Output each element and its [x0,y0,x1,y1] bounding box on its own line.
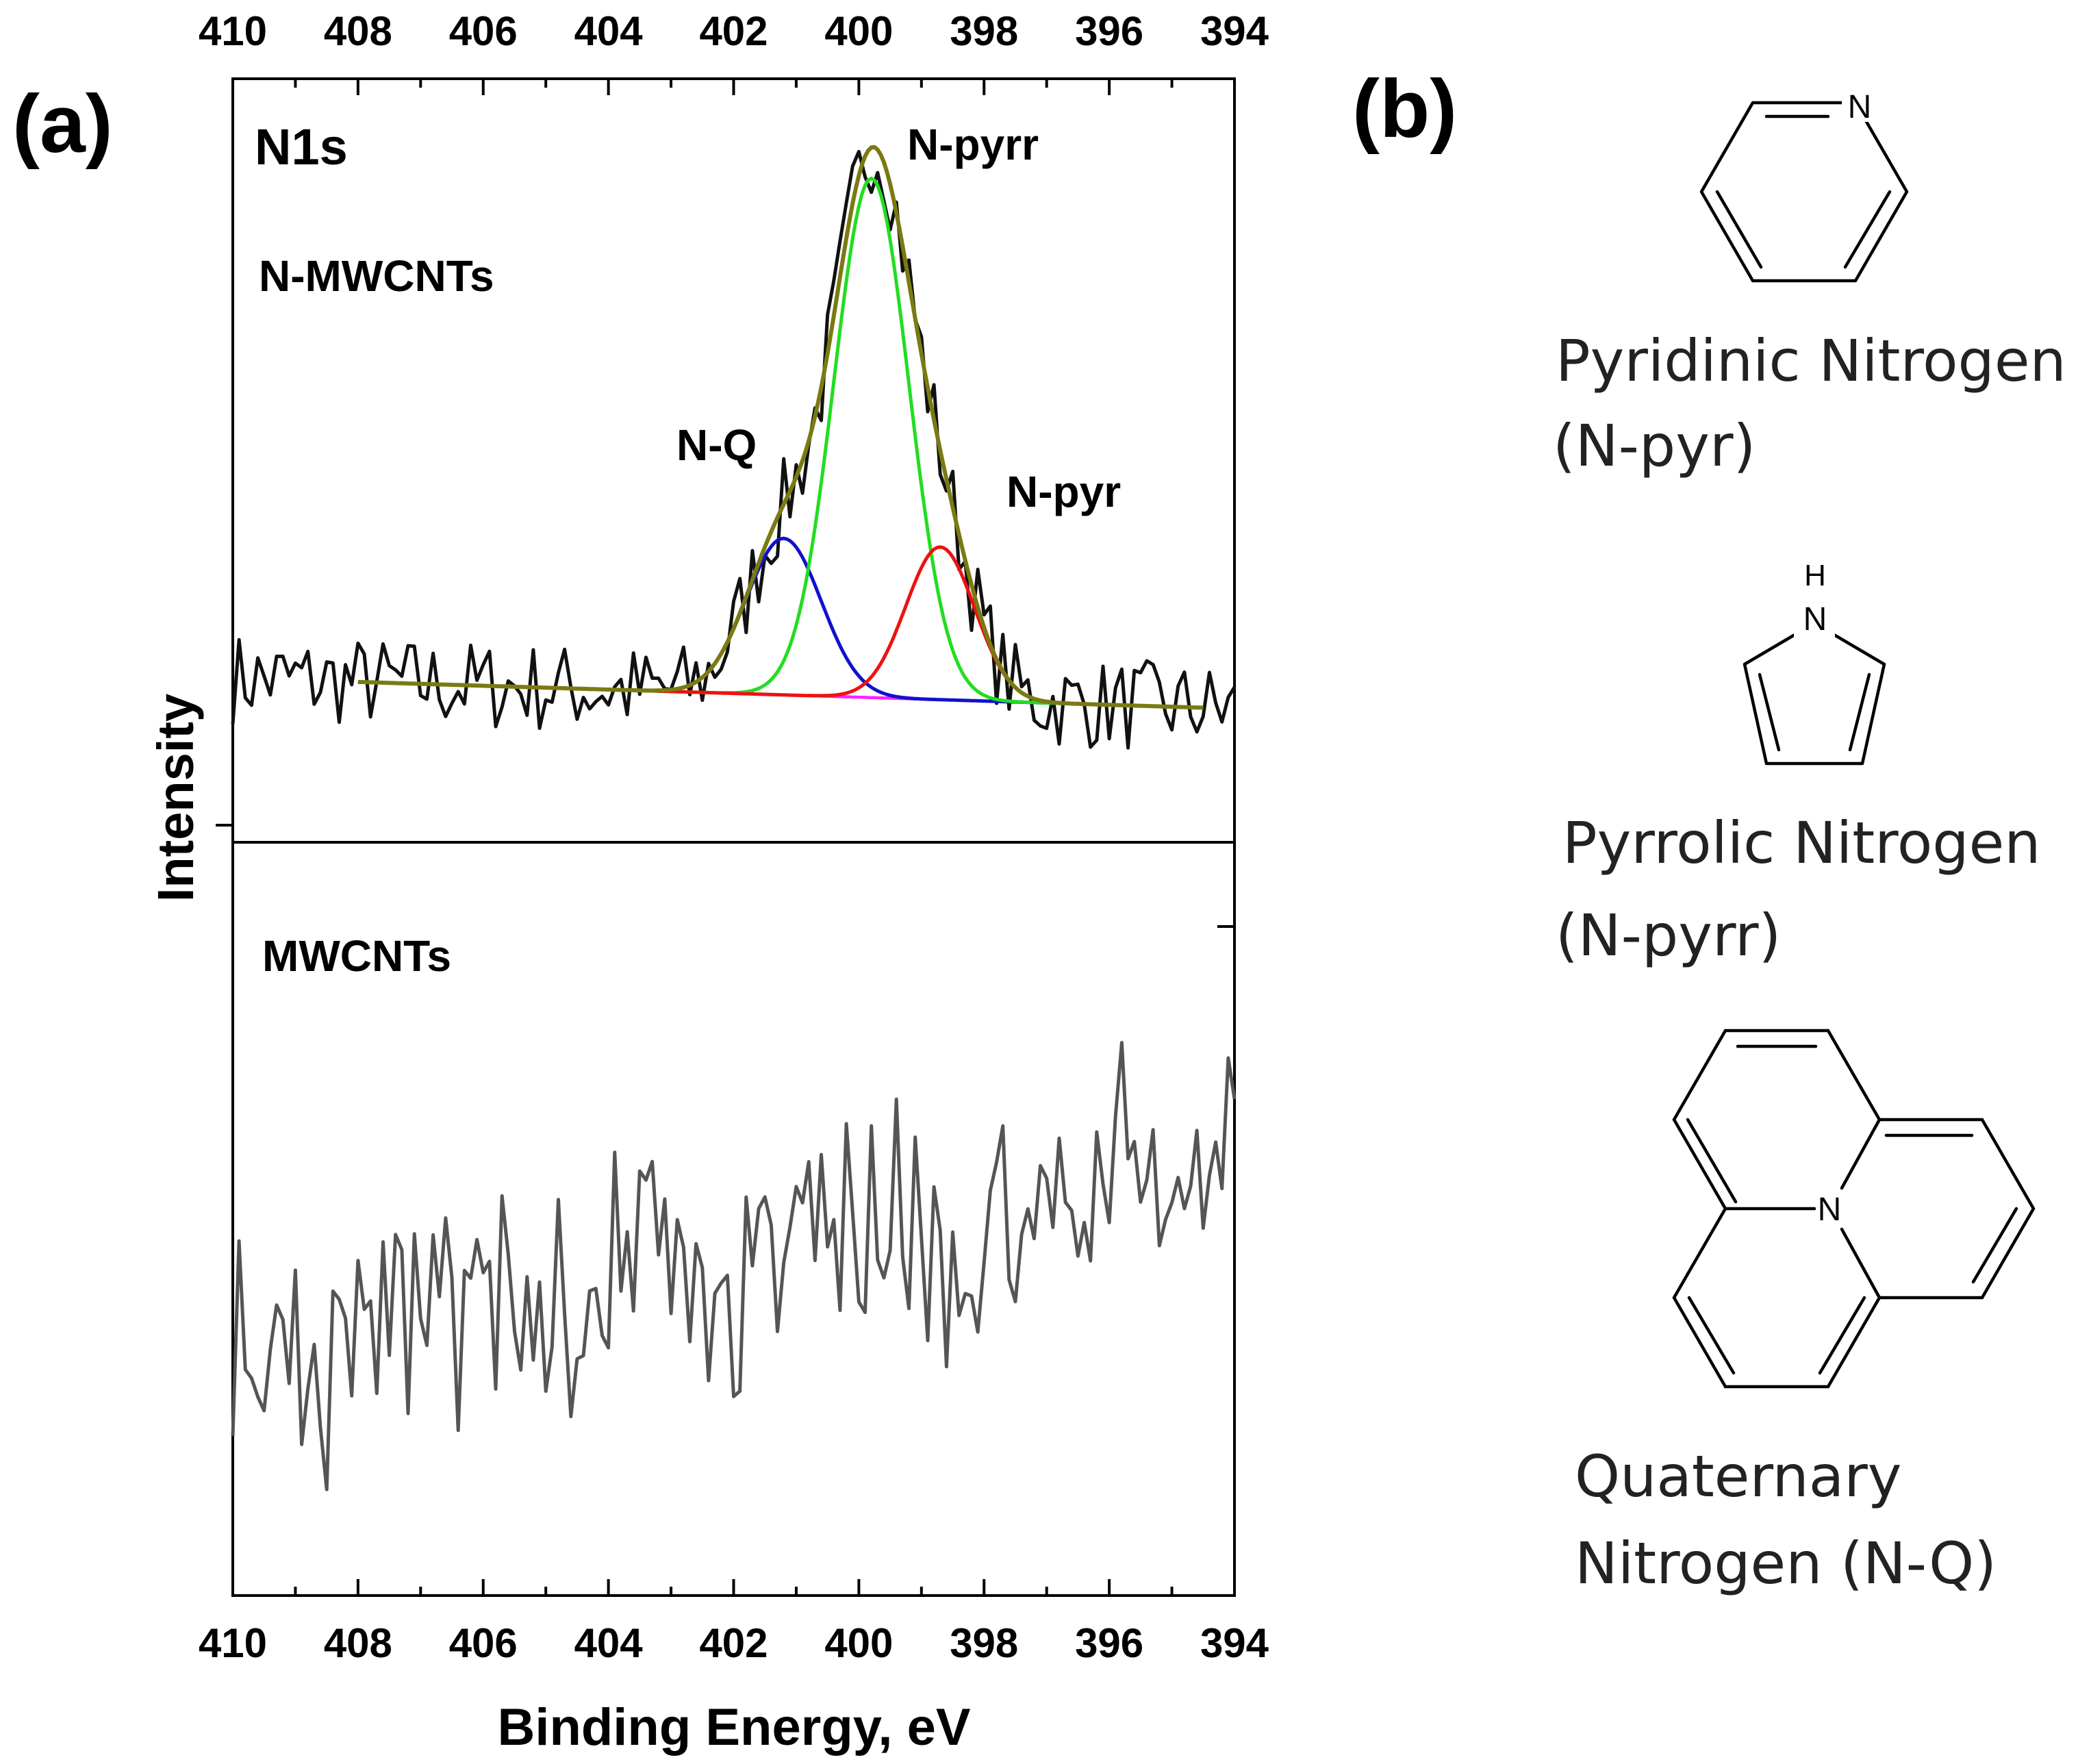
x-tick-label-top: 394 [1200,8,1269,54]
quaternary-structure: N [1672,1029,2036,1389]
component-line-n-q [357,536,1204,709]
peak-label-n-pyrr: N-pyrr [907,120,1039,169]
top-sample-label: N-MWCNTs [259,251,494,301]
chart-title: N1s [255,118,348,175]
x-tick-labels-top: 410 408 406 404 402 400 398 396 394 [199,8,1269,54]
n-mwcnts-plot [231,144,1237,750]
x-axis-label: Binding Energy, eV [497,1698,970,1756]
x-tick-label-top: 398 [950,8,1018,54]
pyrrolic-nitrogen-abbr: (N-pyrr) [1556,902,1781,969]
x-tick-label-top: 396 [1075,8,1143,54]
x-tick-label-top: 410 [199,8,267,54]
x-tick-label-top: 400 [824,8,893,54]
x-tick-labels-bottom: 410 408 406 404 402 400 398 396 394 [199,1620,1269,1666]
envelope-fit-line [357,144,1204,710]
bottom-sample-label: MWCNTs [262,931,451,981]
x-tick-label-top: 404 [574,8,644,54]
pyridinic-nitrogen-label: Pyridinic Nitrogen [1556,327,2066,394]
raw-spectrum-line [231,149,1237,750]
x-tick-label-bottom: 398 [950,1620,1018,1666]
x-tick-label-top: 402 [699,8,768,54]
pyridine-structure: N [1699,82,1909,283]
pyrrole-h-atom: H [1804,559,1826,592]
pyrrole-n-atom: N [1803,601,1827,638]
mwcnts-plot [231,1041,1237,1491]
x-tick-label-bottom: 400 [824,1620,893,1666]
y-axis-label: Intensity [147,694,204,902]
panel-a-label: (a) [12,78,113,170]
peak-label-n-q: N-Q [676,420,757,470]
x-tick-label-bottom: 410 [199,1620,267,1666]
mwcnts-spectrum-line [231,1041,1237,1491]
quaternary-label-line1: Quaternary [1575,1443,1901,1510]
x-tick-label-bottom: 404 [574,1620,644,1666]
quaternary-label-line2: Nitrogen (N-Q) [1575,1530,1997,1597]
x-tick-label-bottom: 406 [449,1620,518,1666]
peak-label-n-pyr: N-pyr [1006,467,1121,516]
xps-chart: 410 408 406 404 402 400 398 396 394 410 408 406 404… [147,8,1269,1756]
panel-b-label: (b) [1352,63,1457,155]
pyridine-n-atom: N [1848,89,1872,125]
pyrrolic-nitrogen-label: Pyrrolic Nitrogen [1562,809,2041,877]
x-ticks [231,79,1236,1596]
pyridinic-nitrogen-abbr: (N-pyr) [1553,412,1756,479]
x-tick-label-top: 406 [449,8,518,54]
x-tick-label-bottom: 402 [699,1620,768,1666]
x-tick-label-bottom: 396 [1075,1620,1143,1666]
pyrrole-structure: H N [1743,559,1886,766]
structures-panel: N Pyridinic Nitrogen (N-pyr) H N Pyrroli… [1553,82,2066,1597]
x-tick-label-bottom: 408 [324,1620,392,1666]
quaternary-n-atom: N [1818,1192,1842,1228]
x-tick-label-bottom: 394 [1200,1620,1269,1666]
x-tick-label-top: 408 [324,8,392,54]
